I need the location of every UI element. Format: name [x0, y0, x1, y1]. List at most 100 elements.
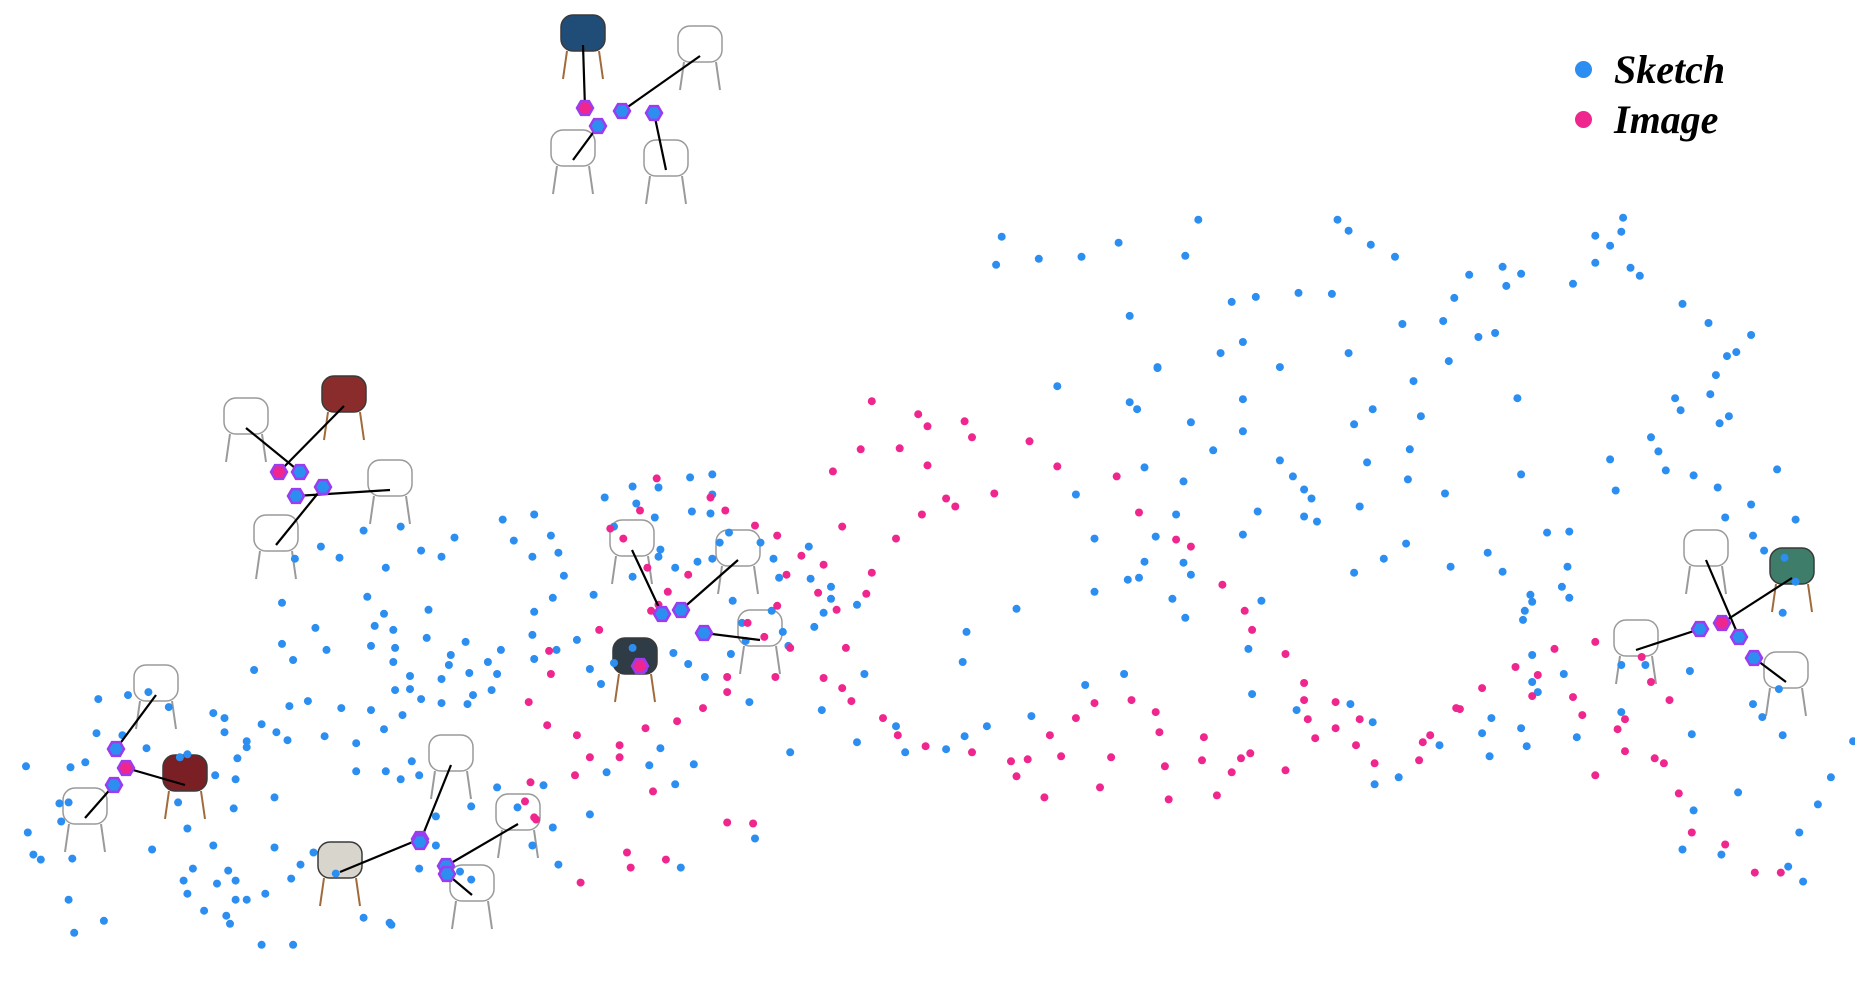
scatter-point-image — [576, 878, 585, 887]
scatter-point-sketch — [1027, 712, 1036, 721]
wingback-chair-sketch-highlight — [588, 117, 608, 135]
scatter-point-sketch — [1520, 606, 1529, 615]
scatter-point-sketch — [233, 754, 242, 763]
scatter-point-sketch — [1724, 412, 1733, 421]
scatter-point-sketch — [585, 665, 594, 673]
scatter-point-sketch — [1181, 613, 1190, 622]
scatter-point-sketch — [1706, 390, 1715, 399]
scatter-point-sketch — [70, 928, 79, 937]
scatter-point-image — [1151, 708, 1160, 717]
scatter-point-sketch — [381, 563, 390, 572]
scatter-point-sketch — [406, 685, 414, 694]
thumbnail-layer — [62, 14, 1815, 930]
scatter-point-sketch — [1350, 568, 1359, 577]
wingback-chair-sketch-link — [652, 112, 668, 171]
scatter-point-sketch — [1826, 773, 1835, 782]
scatter-point-sketch — [585, 810, 594, 819]
scatter-point-sketch — [1238, 427, 1247, 436]
scatter-point-sketch — [572, 635, 581, 644]
scatter-point-sketch — [628, 572, 637, 581]
scatter-point-sketch — [1172, 510, 1181, 519]
scatter-point-sketch — [853, 738, 861, 747]
bench-sketch-thumbnail — [449, 864, 495, 930]
scatter-point-image — [892, 534, 900, 543]
scatter-point-sketch — [654, 483, 663, 492]
scatter-point-sketch — [1355, 502, 1364, 511]
scatter-point-sketch — [509, 536, 518, 545]
scatter-point-sketch — [1778, 608, 1787, 617]
scatter-point-sketch — [367, 706, 375, 715]
scatter-point-image — [867, 568, 876, 577]
scatter-point-sketch — [1313, 517, 1321, 526]
scatter-point-sketch — [359, 526, 368, 535]
folding-chair-image-link — [1721, 577, 1793, 624]
scatter-point-sketch — [552, 645, 561, 654]
scatter-point-image — [786, 643, 795, 652]
scatter-point-sketch — [200, 906, 209, 915]
scatter-point-sketch — [446, 651, 455, 659]
scatter-point-sketch — [417, 695, 426, 704]
scatter-point-sketch — [745, 698, 754, 707]
scatter-point-image — [636, 506, 644, 515]
scatter-point-sketch — [183, 889, 192, 898]
side-table-image-thumbnail — [162, 754, 208, 820]
hanging-chair-image-highlight — [269, 463, 289, 481]
scatter-point-image — [641, 724, 650, 733]
scatter-point-sketch — [1773, 465, 1782, 474]
legend-marker-sketch — [1575, 60, 1592, 78]
scatter-point-sketch — [726, 650, 735, 658]
scatter-point-sketch — [1090, 534, 1099, 543]
scatter-point-sketch — [64, 895, 73, 904]
scatter-point-sketch — [669, 649, 678, 657]
scatter-point-sketch — [213, 879, 221, 888]
scatter-point-sketch — [461, 637, 470, 646]
scatter-point-sketch — [415, 864, 424, 873]
scatter-point-image — [647, 606, 656, 615]
scatter-point-sketch — [1619, 213, 1628, 222]
scatter-point-sketch — [1502, 281, 1511, 290]
scatter-point-sketch — [738, 618, 746, 627]
scatter-point-sketch — [1071, 490, 1080, 499]
scatter-point-sketch — [1715, 419, 1724, 428]
legend-label-image: Image — [1614, 96, 1719, 142]
scatter-point-sketch — [1591, 231, 1600, 240]
scatter-point-image — [721, 506, 730, 515]
scatter-point-image — [595, 625, 604, 634]
scatter-point-sketch — [715, 538, 724, 547]
scatter-point-sketch — [352, 739, 361, 748]
bench-sketch-thumbnail — [428, 734, 474, 800]
scatter-point-sketch — [1813, 800, 1822, 809]
scatter-point-sketch — [222, 911, 231, 920]
scatter-point-sketch — [242, 895, 251, 904]
scatter-point-sketch — [1849, 737, 1855, 746]
scatter-point-sketch — [278, 598, 286, 607]
scatter-point-sketch — [1244, 644, 1253, 653]
scatter-point-sketch — [1363, 458, 1372, 467]
scatter-point-sketch — [1151, 532, 1160, 541]
scatter-point-sketch — [559, 571, 568, 580]
scatter-point-sketch — [285, 702, 294, 711]
scatter-point-sketch — [1606, 241, 1615, 250]
scatter-point-sketch — [1685, 667, 1694, 675]
scatter-point-sketch — [1635, 271, 1644, 280]
scatter-point-image — [847, 697, 856, 706]
scatter-point-image — [1659, 759, 1668, 768]
scatter-point-sketch — [806, 574, 815, 583]
scatter-point-sketch — [775, 573, 784, 582]
scatter-point-sketch — [1288, 472, 1297, 481]
scatter-point-image — [773, 601, 782, 610]
scatter-point-image — [1186, 542, 1195, 551]
scatter-point-image — [1112, 472, 1121, 481]
scatter-point-image — [1090, 699, 1099, 708]
scatter-point-image — [923, 461, 932, 470]
side-table-image-link — [125, 766, 186, 787]
scatter-point-image — [1550, 644, 1559, 653]
scatter-point-image — [760, 632, 769, 641]
scatter-point-sketch — [589, 590, 598, 599]
scatter-point-sketch — [385, 918, 394, 927]
scatter-point-sketch — [1416, 412, 1425, 421]
highlight-layer — [104, 99, 1764, 883]
scatter-point-sketch — [546, 531, 555, 540]
bench-sketch-highlight — [410, 833, 430, 851]
scatter-point-image — [585, 753, 594, 762]
